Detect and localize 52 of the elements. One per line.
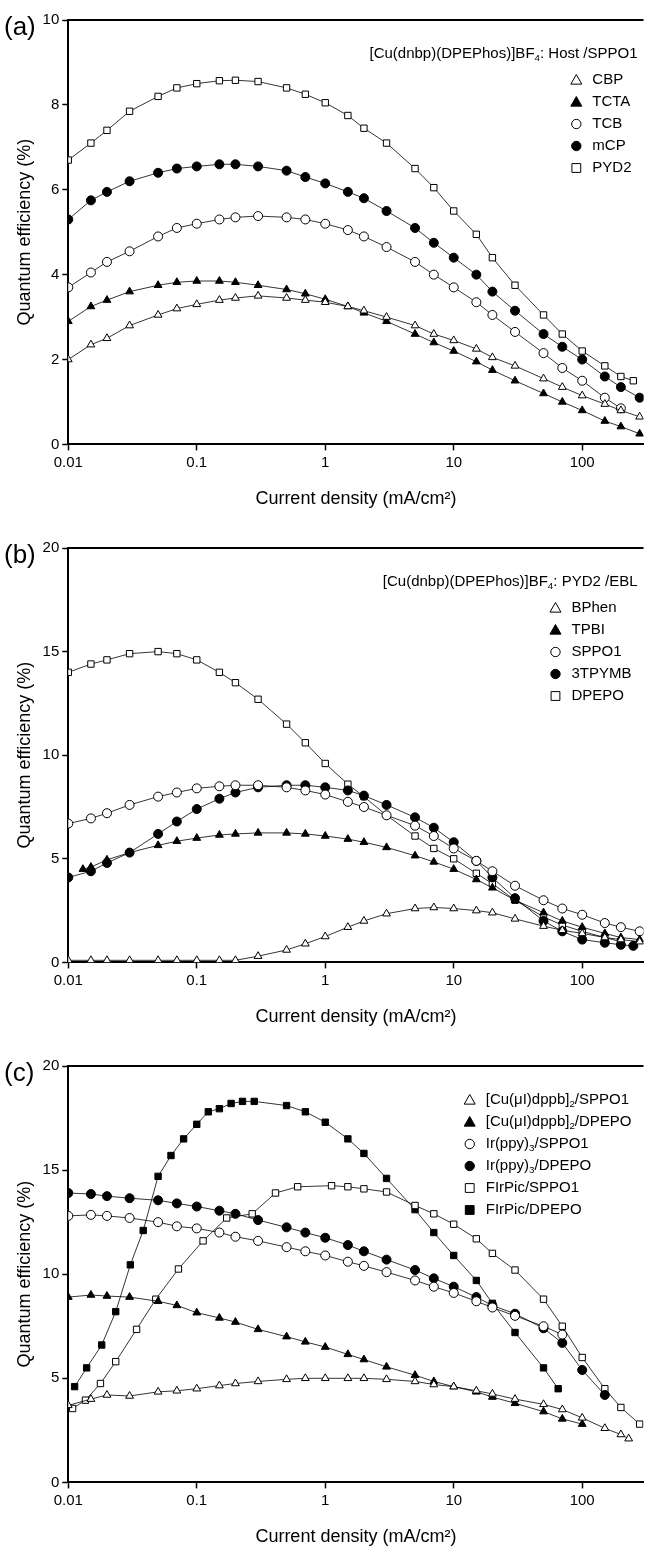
y-tick-label: 6 [50,179,60,197]
x-tick-label: 1 [321,1490,330,1508]
legend-label: PYD2 [592,158,632,176]
y-tick-label: 15 [42,641,60,659]
x-tick-label: 100 [569,970,595,988]
y-tick-label: 4 [50,264,60,282]
x-tick-label: 0.1 [186,452,208,470]
x-axis-title: Current density (mA/cm²) [255,1006,457,1027]
legend-label: CBP [592,70,624,88]
x-axis-title: Current density (mA/cm²) [255,1526,457,1547]
x-tick-label: 1 [321,970,330,988]
legend-label: FIrPic/DPEPO [485,1200,582,1218]
x-tick-label: 0.1 [186,970,208,988]
legend-label: TCTA [592,92,631,110]
y-axis-title: Quantum efficiency (%) [13,1180,34,1368]
y-tick-label: 10 [42,1264,60,1282]
y-tick-label: 0 [50,952,60,970]
text: (a) [4,11,36,42]
legend-label: SPPO1 [571,642,622,660]
x-tick-label: 100 [569,452,595,470]
legend-label: BPhen [571,598,617,616]
legend-label: FIrPic/SPPO1 [485,1178,580,1196]
x-tick-label: 10 [445,452,463,470]
y-tick-label: 5 [50,848,60,866]
y-tick-label: 0 [50,434,60,452]
legend-label: TPBI [571,620,605,638]
y-tick-label: 10 [42,745,60,763]
y-tick-label: 2 [50,349,60,367]
x-tick-label: 0.01 [53,970,83,988]
legend-label: 3TPYMB [571,664,632,682]
y-tick-label: 15 [42,1160,60,1178]
legend-label: mCP [592,136,626,154]
x-tick-label: 100 [569,1490,595,1508]
x-tick-label: 0.1 [186,1490,208,1508]
y-axis-title: Quantum efficiency (%) [13,138,34,326]
y-tick-label: 20 [42,1056,60,1074]
y-axis-title: Quantum efficiency (%) [13,661,34,849]
x-tick-label: 1 [321,452,330,470]
x-tick-label: 10 [445,1490,463,1508]
text: (b) [4,539,36,570]
x-tick-label: 10 [445,970,463,988]
y-tick-label: 5 [50,1368,60,1386]
y-tick-label: 8 [50,95,60,113]
y-tick-label: 20 [42,538,60,556]
y-tick-label: 0 [50,1472,60,1490]
y-tick-label: 10 [42,10,60,28]
x-tick-label: 0.01 [53,452,83,470]
legend-label: TCB [592,114,623,132]
text: (c) [4,1057,35,1088]
legend-label: DPEPO [571,686,624,704]
x-tick-label: 0.01 [53,1490,83,1508]
x-axis-title: Current density (mA/cm²) [255,488,457,509]
